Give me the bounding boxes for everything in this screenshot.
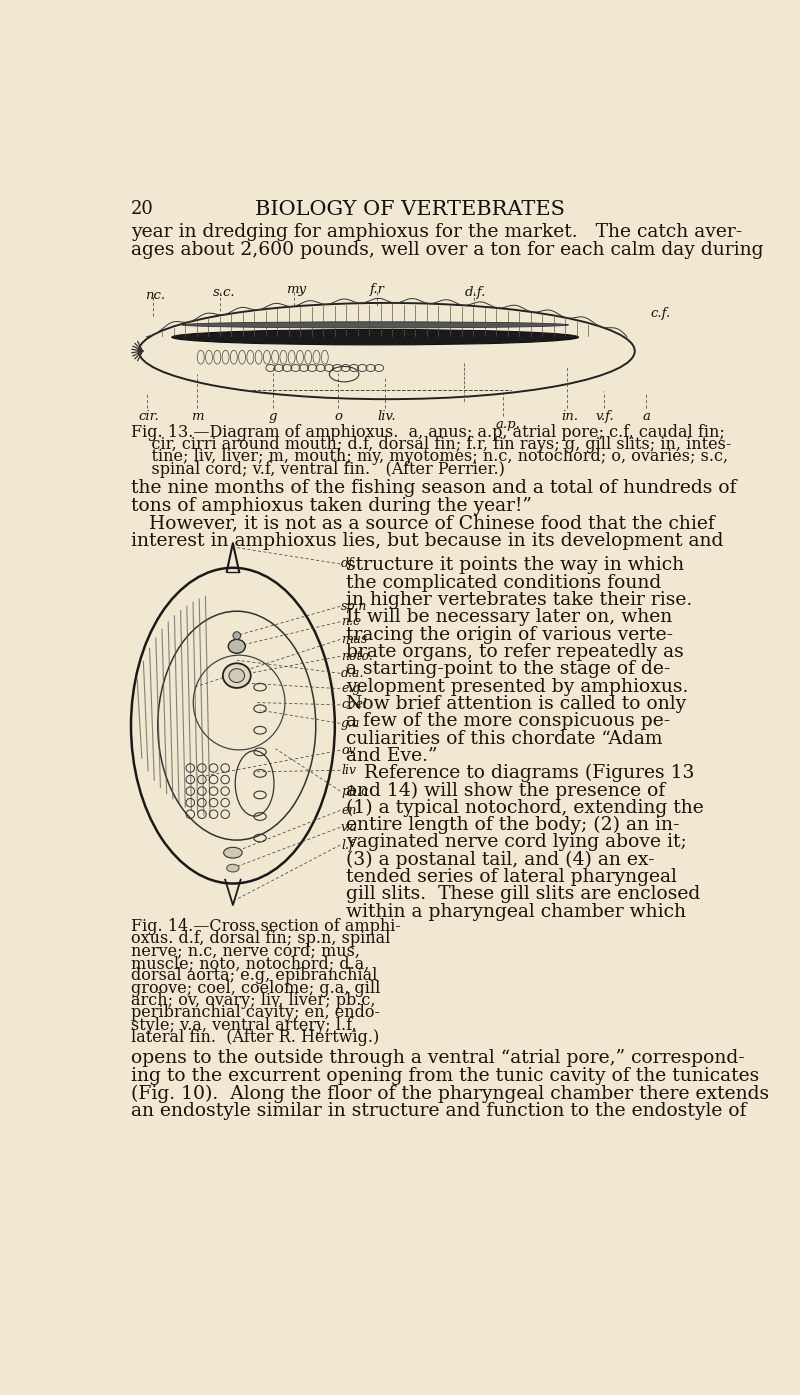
Ellipse shape [224, 847, 242, 858]
Text: muscle; noto, notochord; d.a,: muscle; noto, notochord; d.a, [131, 956, 370, 972]
Text: df.: df. [341, 558, 357, 571]
Text: en: en [341, 804, 357, 817]
Text: a few of the more conspicuous pe-: a few of the more conspicuous pe- [346, 713, 670, 730]
Text: the nine months of the fishing season and a total of hundreds of: the nine months of the fishing season an… [131, 480, 737, 497]
Ellipse shape [228, 639, 246, 653]
Text: Reference to diagrams (Figures 13: Reference to diagrams (Figures 13 [346, 764, 695, 783]
Text: tracing the origin of various verte-: tracing the origin of various verte- [346, 625, 674, 643]
Ellipse shape [229, 668, 245, 682]
Text: e.g.: e.g. [341, 682, 364, 695]
Text: the complicated conditions found: the complicated conditions found [346, 573, 662, 591]
Text: in.: in. [561, 410, 578, 423]
Text: velopment presented by amphioxus.: velopment presented by amphioxus. [346, 678, 689, 696]
Text: a starting-point to the stage of de-: a starting-point to the stage of de- [346, 660, 671, 678]
Text: and 14) will show the presence of: and 14) will show the presence of [346, 781, 666, 799]
Text: ov: ov [341, 744, 356, 757]
Text: g: g [269, 410, 278, 423]
Text: in higher vertebrates take their rise.: in higher vertebrates take their rise. [346, 591, 693, 608]
Text: However, it is not as a source of Chinese food that the chief: However, it is not as a source of Chines… [131, 515, 714, 533]
Text: BIOLOGY OF VERTEBRATES: BIOLOGY OF VERTEBRATES [255, 199, 565, 219]
Text: Fig. 13.—Diagram of amphioxus.  a, anus; a.p, atrial pore; c.f, caudal fin;: Fig. 13.—Diagram of amphioxus. a, anus; … [131, 424, 725, 441]
Text: l.f: l.f [341, 838, 354, 851]
Text: lateral fin.  (After R. Hertwig.): lateral fin. (After R. Hertwig.) [131, 1030, 379, 1046]
Text: mus: mus [341, 633, 367, 646]
Text: tended series of lateral pharyngeal: tended series of lateral pharyngeal [346, 868, 678, 886]
Ellipse shape [172, 329, 578, 345]
Text: nc.: nc. [145, 289, 165, 303]
Text: pb.c: pb.c [341, 784, 368, 798]
Text: interest in amphioxus lies, but because in its development and: interest in amphioxus lies, but because … [131, 533, 723, 551]
Text: sp.n: sp.n [341, 600, 367, 612]
Text: n.c: n.c [341, 615, 360, 628]
Text: spinal cord; v.f, ventral fin.   (After Perrier.): spinal cord; v.f, ventral fin. (After Pe… [131, 460, 505, 477]
Text: within a pharyngeal chamber which: within a pharyngeal chamber which [346, 903, 686, 921]
Text: g.a: g.a [341, 717, 361, 730]
Text: c.f.: c.f. [650, 307, 670, 319]
Text: a.p.: a.p. [495, 417, 520, 431]
Text: cir, cirri around mouth; d.f, dorsal fin; f.r, fin rays; g, gill slits; in, inte: cir, cirri around mouth; d.f, dorsal fin… [131, 437, 731, 453]
Text: (1) a typical notochord, extending the: (1) a typical notochord, extending the [346, 799, 704, 817]
Text: opens to the outside through a ventral “atrial pore,” correspond-: opens to the outside through a ventral “… [131, 1049, 745, 1067]
Text: entire length of the body; (2) an in-: entire length of the body; (2) an in- [346, 816, 680, 834]
Text: vaginated nerve cord lying above it;: vaginated nerve cord lying above it; [346, 833, 687, 851]
Text: arch; ov, ovary; liv, liver; pb.c,: arch; ov, ovary; liv, liver; pb.c, [131, 992, 375, 1009]
Text: d.a.: d.a. [341, 667, 365, 679]
Text: 20: 20 [131, 199, 154, 218]
Text: tine; liv, liver; m, mouth; my, myotomes; n.c, notochord; o, ovaries; s.c,: tine; liv, liver; m, mouth; my, myotomes… [131, 448, 728, 466]
Text: coel: coel [341, 699, 367, 711]
Text: m: m [191, 410, 204, 423]
Text: noto.: noto. [341, 650, 373, 663]
Text: (3) a postanal tail, and (4) an ex-: (3) a postanal tail, and (4) an ex- [346, 851, 655, 869]
Text: s.c.: s.c. [212, 286, 235, 299]
Text: oxus. d.f, dorsal fin; sp.n, spinal: oxus. d.f, dorsal fin; sp.n, spinal [131, 930, 390, 947]
Ellipse shape [233, 632, 241, 639]
Text: v.a: v.a [341, 820, 358, 834]
Text: ages about 2,600 pounds, well over a ton for each calm day during: ages about 2,600 pounds, well over a ton… [131, 240, 763, 258]
Text: gill slits.  These gill slits are enclosed: gill slits. These gill slits are enclose… [346, 886, 701, 904]
Text: peribranchial cavity; en, endo-: peribranchial cavity; en, endo- [131, 1004, 380, 1021]
Text: (Fig. 10).  Along the floor of the pharyngeal chamber there extends: (Fig. 10). Along the floor of the pharyn… [131, 1084, 769, 1102]
Text: tons of amphioxus taken during the year!”: tons of amphioxus taken during the year!… [131, 497, 532, 515]
Ellipse shape [226, 865, 239, 872]
Text: structure it points the way in which: structure it points the way in which [346, 557, 685, 575]
Text: f.r: f.r [370, 283, 385, 296]
Ellipse shape [223, 663, 250, 688]
Text: an endostyle similar in structure and function to the endostyle of: an endostyle similar in structure and fu… [131, 1102, 746, 1120]
Text: liv.: liv. [378, 410, 396, 423]
Text: nerve; n.c, nerve cord; mus,: nerve; n.c, nerve cord; mus, [131, 943, 360, 960]
Text: Fig. 14.—Cross section of amphi-: Fig. 14.—Cross section of amphi- [131, 918, 401, 935]
Text: and Eve.”: and Eve.” [346, 746, 438, 764]
Text: d.f.: d.f. [464, 286, 486, 299]
Text: groove; coel, coelome; g.a, gill: groove; coel, coelome; g.a, gill [131, 979, 380, 997]
Text: year in dredging for amphioxus for the market.   The catch aver-: year in dredging for amphioxus for the m… [131, 223, 742, 241]
Text: a: a [642, 410, 650, 423]
Text: v.f.: v.f. [596, 410, 614, 423]
Text: liv: liv [341, 764, 356, 777]
Text: It will be necessary later on, when: It will be necessary later on, when [346, 608, 673, 626]
Text: Now brief attention is called to only: Now brief attention is called to only [346, 695, 686, 713]
Text: ing to the excurrent opening from the tunic cavity of the tunicates: ing to the excurrent opening from the tu… [131, 1067, 759, 1085]
Text: style; v.a, ventral artery; l.f,: style; v.a, ventral artery; l.f, [131, 1017, 357, 1034]
Ellipse shape [182, 322, 569, 328]
Text: dorsal aorta; e.g, epibranchial: dorsal aorta; e.g, epibranchial [131, 967, 378, 985]
Text: my: my [286, 283, 306, 296]
Text: cir.: cir. [138, 410, 159, 423]
Text: brate organs, to refer repeatedly as: brate organs, to refer repeatedly as [346, 643, 684, 661]
Text: culiarities of this chordate “Adam: culiarities of this chordate “Adam [346, 730, 663, 748]
Text: o: o [334, 410, 342, 423]
